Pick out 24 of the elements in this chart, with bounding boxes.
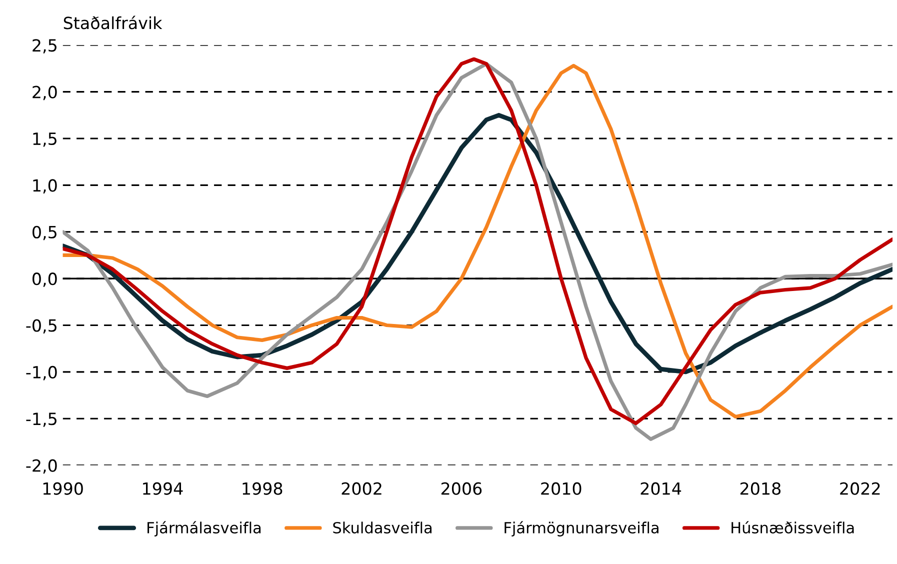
y-axis-title: Staðalfrávik <box>64 16 162 30</box>
x-tick-label: 2022 <box>840 482 880 495</box>
legend-label: Fjármálasveifla <box>148 521 261 536</box>
y-tick-label: 2,0 <box>32 86 57 100</box>
x-tick-label: 1990 <box>43 482 83 495</box>
y-tick-label: 1,5 <box>33 132 56 147</box>
legend-label: Skuldasveifla <box>333 522 432 534</box>
x-tick-label: 1998 <box>242 482 282 495</box>
y-tick-label: 0,0 <box>32 272 57 287</box>
y-tick-label: 2,5 <box>32 39 56 54</box>
legend-label: Húsnæðissveifla <box>732 521 854 534</box>
x-tick-label: 2018 <box>740 482 781 495</box>
x-tick-label: 2006 <box>441 482 482 495</box>
y-tick-label: 1,0 <box>33 179 57 194</box>
y-tick-label: 0,5 <box>32 226 56 240</box>
y-tick-label: -2,0 <box>26 459 57 474</box>
x-tick-label: 2002 <box>342 482 382 495</box>
y-tick-label: -1,5 <box>26 412 56 427</box>
x-tick-label: 2010 <box>541 482 582 495</box>
y-tick-label: -1,0 <box>26 366 57 380</box>
x-tick-label: 2014 <box>640 482 682 495</box>
x-tick-label: 1994 <box>143 482 183 495</box>
y-tick-label: -0,5 <box>26 319 56 334</box>
legend-label: Fjármögnunarsveifla <box>504 521 658 536</box>
